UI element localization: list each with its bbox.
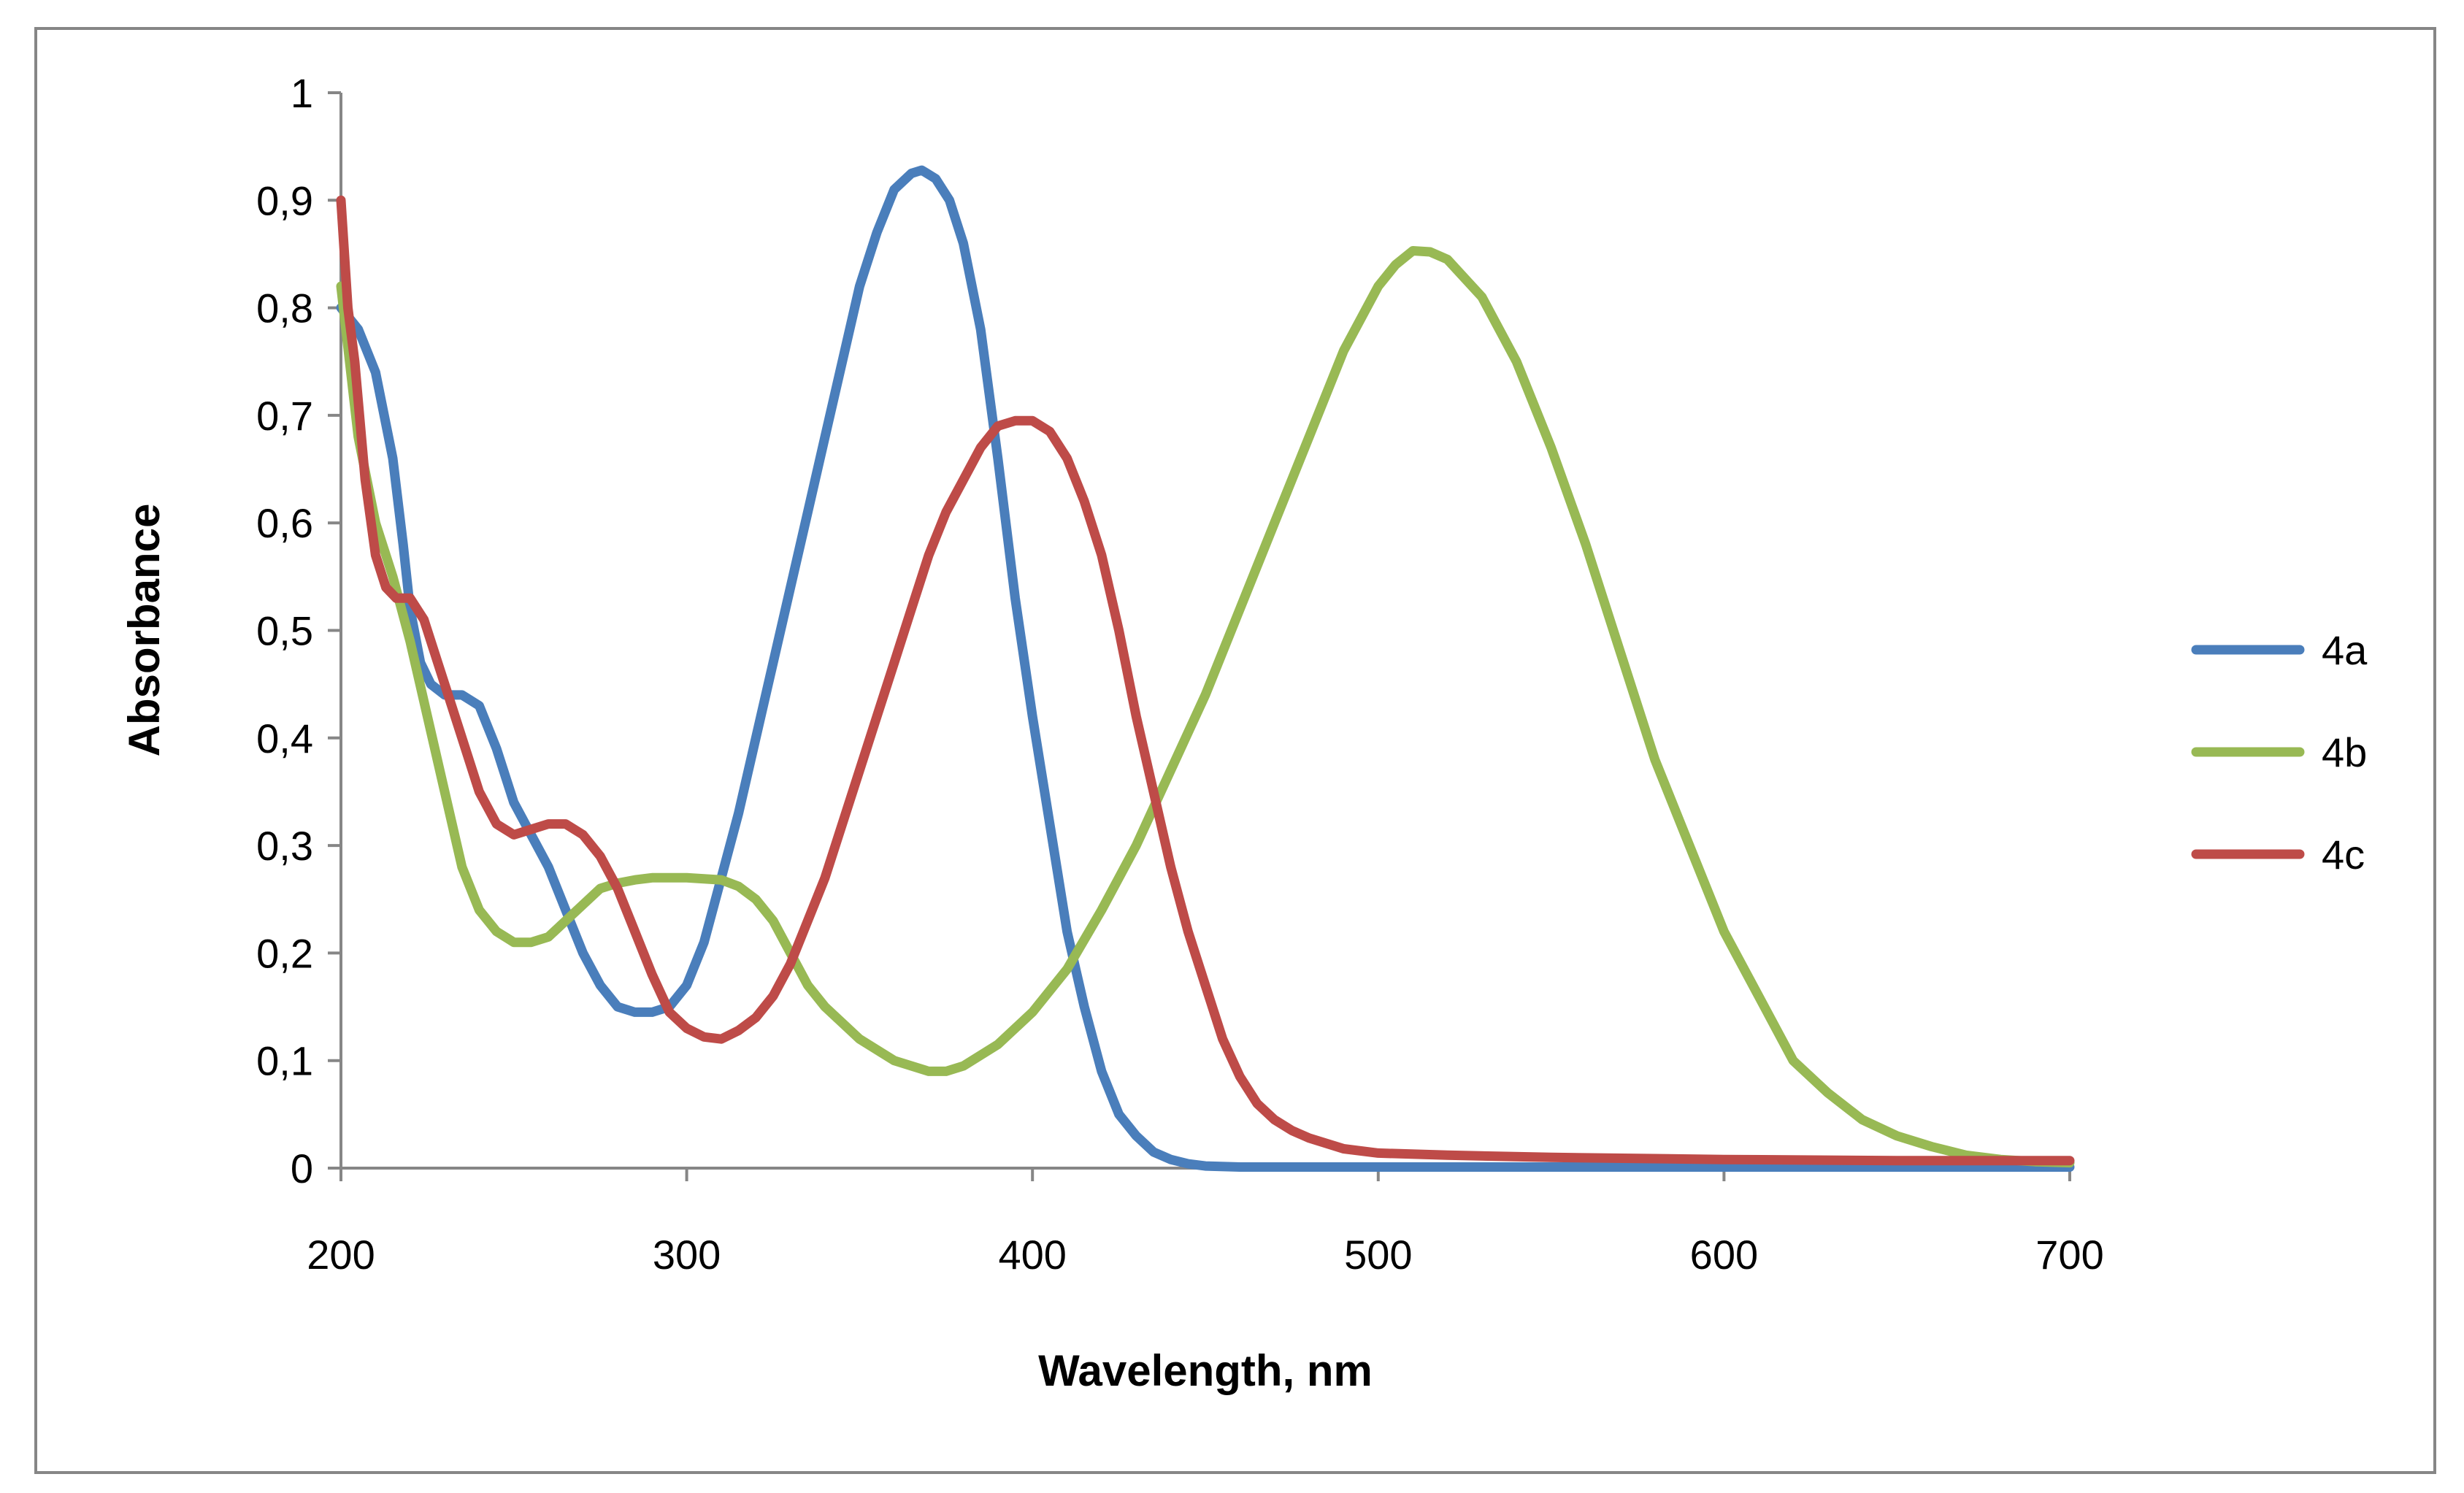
x-axis-ticks: 200 300 400 500 600 700: [307, 1168, 2104, 1278]
y-tick-label: 0,8: [256, 285, 313, 331]
y-tick-label: 0: [291, 1145, 313, 1191]
x-tick-label: 500: [1344, 1232, 1412, 1278]
x-axis-title: Wavelength, nm: [1038, 1346, 1373, 1395]
y-axis-title: Absorbance: [120, 504, 169, 757]
legend: 4a 4b 4c: [2191, 627, 2368, 878]
legend-label-4a: 4a: [2322, 627, 2368, 673]
y-tick-label: 0,7: [256, 393, 313, 439]
y-tick-label: 0,6: [256, 500, 313, 546]
series-line-4a: [336, 165, 2075, 1172]
y-tick-label: 0,1: [256, 1038, 313, 1084]
series-line-4b: [336, 246, 2075, 1168]
series-group: [336, 165, 2075, 1172]
y-tick-label: 0,2: [256, 930, 313, 976]
y-tick-label: 0,5: [256, 608, 313, 654]
x-tick-label: 700: [2035, 1232, 2103, 1278]
y-tick-label: 0,4: [256, 715, 313, 761]
y-tick-label: 0,9: [256, 177, 313, 223]
x-tick-label: 300: [653, 1232, 721, 1278]
y-tick-label: 0,3: [256, 823, 313, 869]
y-axis-ticks: 0 0,1 0,2 0,3 0,4 0,5 0,6 0,7 0,8 0,9 1: [256, 70, 341, 1191]
x-tick-label: 600: [1690, 1232, 1758, 1278]
y-tick-label: 1: [291, 70, 313, 116]
x-tick-label: 200: [307, 1232, 375, 1278]
legend-label-4c: 4c: [2322, 832, 2365, 878]
x-tick-label: 400: [998, 1232, 1066, 1278]
series-line-4c: [336, 195, 2075, 1166]
legend-label-4b: 4b: [2322, 729, 2367, 775]
